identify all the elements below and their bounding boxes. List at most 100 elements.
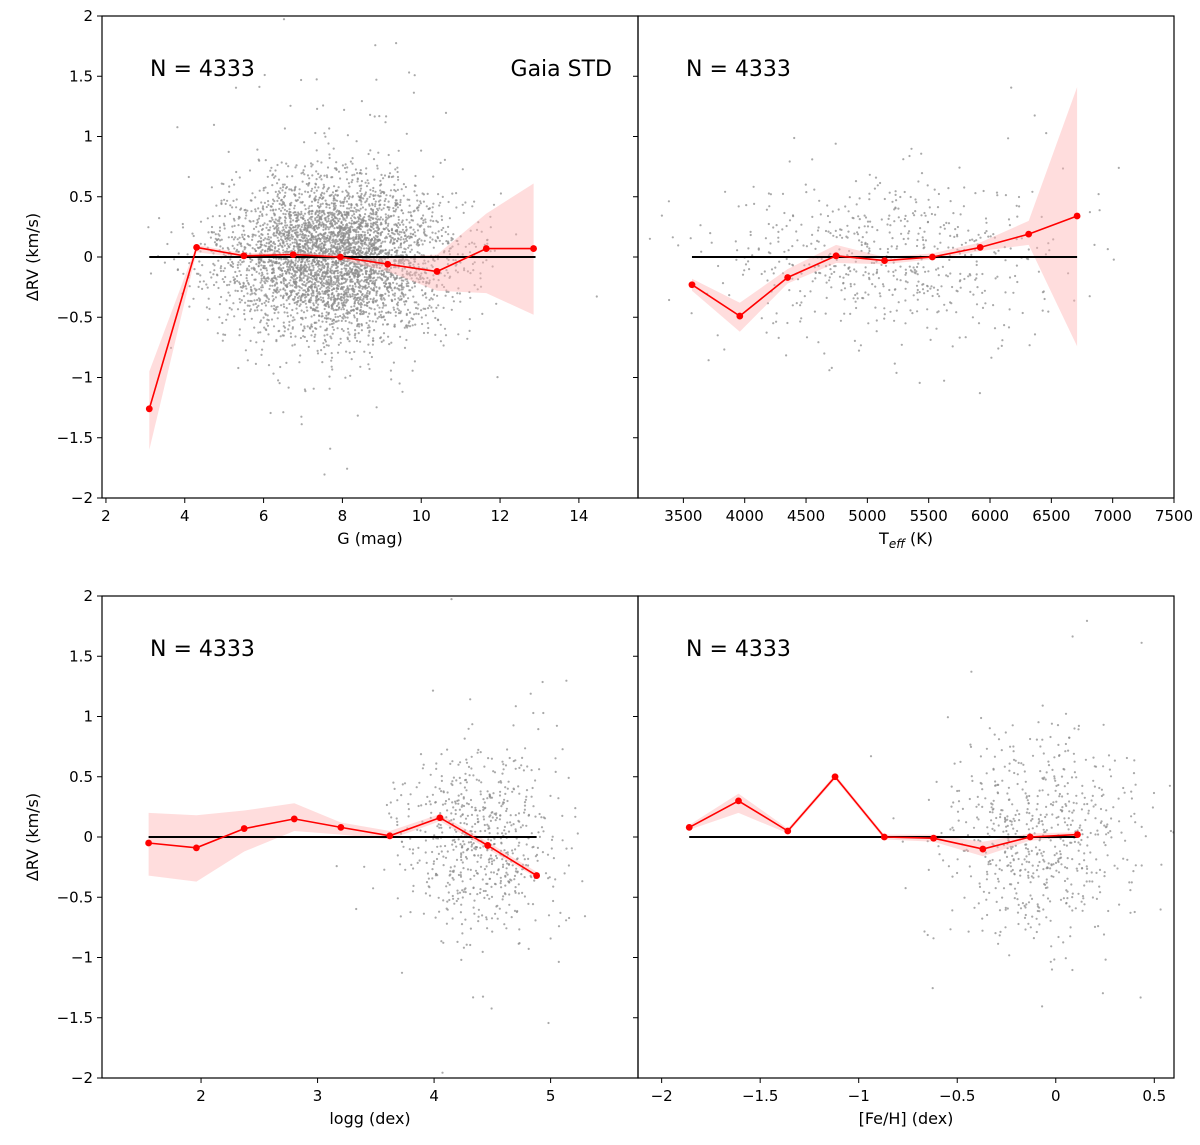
scatter-point [935,268,938,271]
scatter-point [259,281,262,284]
scatter-point [956,290,959,293]
scatter-point [340,302,343,305]
scatter-point [366,266,369,269]
scatter-point [304,223,307,226]
scatter-point [369,222,373,225]
scatter-point [349,209,352,212]
scatter-point [240,245,243,248]
scatter-point [356,261,359,264]
scatter-point [843,264,846,267]
scatter-point [331,211,334,214]
scatter-point [321,271,324,274]
scatter-point [981,291,984,294]
scatter-point [287,250,290,254]
scatter-point [781,228,784,231]
scatter-point [274,208,277,211]
scatter-point [272,280,275,283]
scatter-point [252,233,255,236]
scatter-point [380,208,383,211]
scatter-point [289,284,292,287]
scatter-point [316,107,319,110]
scatter-point [289,223,292,227]
scatter-point [897,207,900,210]
scatter-point [323,317,326,320]
scatter-point [394,272,397,275]
scatter-point [376,231,379,234]
scatter-point [395,276,398,279]
scatter-point [409,250,412,253]
scatter-point [277,311,280,314]
scatter-point [383,203,386,206]
scatter-point [993,251,996,254]
scatter-point [338,306,341,309]
scatter-point [338,233,341,236]
scatter-point [336,249,339,252]
scatter-point [388,343,391,346]
scatter-point [275,228,279,231]
scatter-point [347,197,350,200]
scatter-point [359,169,362,172]
scatter-point [330,322,333,326]
scatter-point [272,232,276,235]
scatter-point [366,304,369,308]
scatter-point [423,228,426,231]
scatter-point [356,296,359,300]
scatter-point [229,204,232,207]
scatter-point [231,260,234,264]
scatter-point [428,304,431,307]
scatter-point [283,235,287,238]
scatter-point [344,289,348,292]
plot-area [648,86,1120,395]
scatter-point [341,276,344,279]
scatter-point [781,192,785,195]
scatter-point [895,309,898,312]
scatter-point [350,305,353,308]
scatter-point [344,319,347,323]
scatter-point [899,219,903,222]
scatter-point [384,197,387,201]
scatter-point [858,239,861,242]
scatter-point [346,467,349,470]
scatter-point [848,266,851,269]
scatter-point [277,275,280,278]
scatter-point [231,265,234,268]
scatter-point [856,231,859,234]
scatter-point [386,323,390,326]
scatter-point [918,381,921,384]
scatter-point [412,233,415,236]
scatter-point [311,245,314,248]
scatter-point [304,274,307,277]
scatter-point [337,212,340,215]
scatter-point [348,262,351,266]
scatter-point [404,237,408,240]
scatter-point [395,199,398,202]
scatter-point [305,339,309,343]
scatter-point [360,306,363,309]
scatter-point [303,141,306,144]
scatter-point [279,209,283,212]
scatter-point [380,310,383,313]
scatter-point [379,293,382,296]
scatter-point [385,279,388,282]
y-axis-label: ΔRV (km/s) [23,213,42,301]
scatter-point [262,277,265,280]
scatter-point [417,266,420,269]
scatter-point [147,226,150,229]
scatter-point [251,247,254,250]
scatter-point [285,240,288,243]
scatter-point [285,272,288,275]
scatter-point [265,213,268,216]
scatter-point [234,289,237,292]
scatter-point [212,252,215,255]
scatter-point [257,230,260,233]
scatter-point [322,299,325,302]
scatter-point [288,214,291,218]
scatter-point [831,210,834,213]
scatter-point [286,311,289,314]
scatter-point [401,269,404,272]
scatter-point [312,308,316,311]
scatter-point [440,234,443,238]
scatter-point [274,218,277,221]
scatter-point [799,320,802,323]
scatter-point [187,175,190,179]
